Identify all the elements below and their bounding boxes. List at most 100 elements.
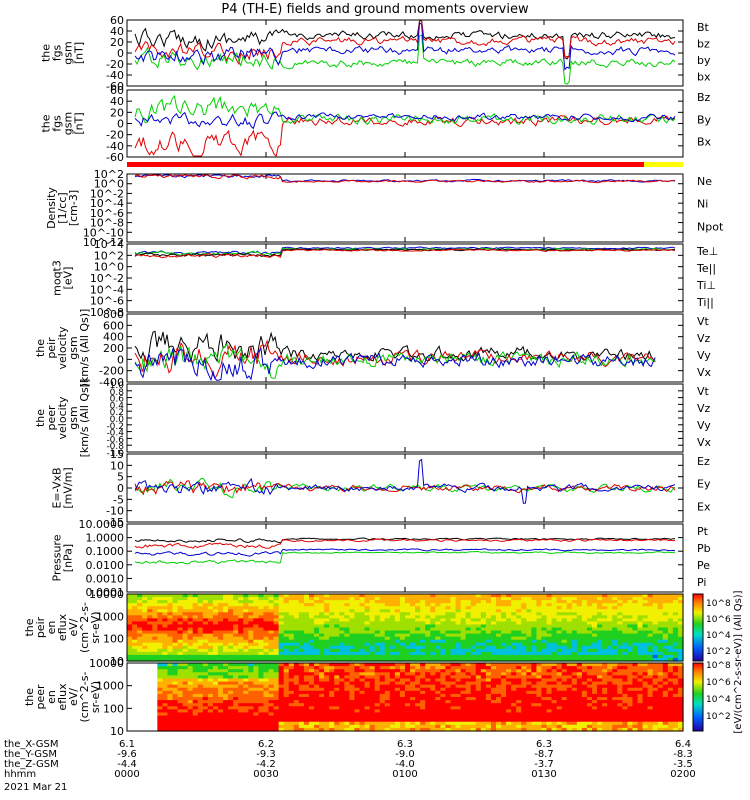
- spectrogram-cell: [152, 630, 158, 635]
- spectrogram-cell: [546, 700, 553, 704]
- spectrogram-cell: [293, 669, 300, 673]
- spectrogram-cell: [460, 724, 467, 729]
- spectrogram-cell: [157, 600, 163, 604]
- spectrogram-cell: [460, 693, 467, 698]
- spectrogram-cell: [460, 594, 467, 598]
- spectrogram-cell: [566, 684, 573, 689]
- spectrogram-cell: [607, 651, 613, 656]
- spectrogram-cell: [531, 654, 538, 659]
- spectrogram-cell: [268, 651, 275, 656]
- spectrogram-cell: [516, 600, 522, 604]
- spectrogram-cell: [657, 633, 664, 638]
- spectrogram-cell: [617, 675, 623, 680]
- spectrogram-cell: [460, 609, 467, 613]
- spectrogram-cell: [576, 636, 583, 641]
- spectrogram-cell: [253, 700, 260, 704]
- spectrogram-cell: [455, 639, 462, 644]
- spectrogram-cell: [339, 681, 345, 686]
- spectrogram-cell: [369, 703, 376, 707]
- spectrogram-cell: [415, 603, 421, 607]
- spectrogram-cell: [495, 666, 502, 670]
- spectrogram-cell: [157, 648, 163, 653]
- spectrogram-cell: [405, 657, 411, 662]
- spectrogram-cell: [435, 624, 441, 629]
- spectrogram-cell: [465, 657, 472, 662]
- spectrogram-cell: [243, 612, 249, 616]
- spectrogram-cell: [430, 597, 436, 601]
- spectrogram-cell: [172, 687, 179, 692]
- legend-ey: Ey: [697, 478, 711, 491]
- spectrogram-cell: [561, 636, 568, 641]
- spectrogram-cell: [394, 600, 401, 604]
- spectrogram-cell: [172, 724, 179, 729]
- spectrogram-cell: [263, 621, 270, 626]
- spectrogram-cell: [248, 657, 254, 662]
- spectrogram-cell: [177, 669, 184, 673]
- spectrogram-cell: [546, 636, 553, 641]
- spectrogram-cell: [485, 700, 492, 704]
- spectrogram-cell: [455, 727, 462, 732]
- spectrogram-cell: [334, 663, 340, 667]
- spectrogram-cell: [561, 721, 568, 726]
- spectrogram-cell: [586, 663, 593, 667]
- spectrogram-cell: [324, 624, 330, 629]
- spectrogram-cell: [576, 645, 583, 650]
- spectrogram-cell: [677, 636, 684, 641]
- spectrogram-cell: [480, 609, 487, 613]
- spectrogram-cell: [379, 630, 386, 635]
- spectrogram-cell: [359, 600, 366, 604]
- spectrogram-cell: [480, 594, 487, 598]
- spectrogram-cell: [202, 624, 209, 629]
- spectrogram-cell: [132, 606, 138, 610]
- spectrogram-cell: [364, 594, 371, 598]
- y-tick-label: -1.0: [106, 449, 124, 459]
- spectrogram-cell: [308, 594, 315, 598]
- spectrogram-cell: [546, 678, 553, 683]
- spectrogram-cell: [127, 594, 133, 598]
- spectrogram-cell: [637, 609, 644, 613]
- spectrogram-cell: [283, 672, 290, 676]
- spectrogram-cell: [622, 642, 628, 647]
- spectrogram-cell: [485, 715, 492, 720]
- y-tick-label: 10^-4: [90, 197, 124, 210]
- spectrogram-cell: [667, 654, 674, 659]
- spectrogram-cell: [364, 618, 371, 623]
- spectrogram-cell: [485, 594, 492, 598]
- spectrogram-cell: [415, 633, 421, 638]
- spectrogram-cell: [298, 615, 305, 619]
- spectrogram-cell: [480, 618, 487, 623]
- y-tick-label: -400: [99, 376, 124, 389]
- spectrogram-cell: [303, 712, 310, 717]
- spectrogram-cell: [612, 654, 618, 659]
- spectrogram-cell: [652, 624, 659, 629]
- spectrogram-cell: [334, 615, 340, 619]
- spectrogram-cell: [228, 648, 234, 653]
- spectrogram-cell: [531, 597, 538, 601]
- spectrogram-cell: [531, 612, 538, 616]
- spectrogram-cell: [344, 615, 350, 619]
- spectrogram-cell: [228, 669, 234, 673]
- spectrogram-cell: [258, 612, 265, 616]
- spectrogram-cell: [506, 621, 512, 626]
- spectrogram-cell: [223, 627, 229, 632]
- spectrogram-cell: [506, 627, 512, 632]
- spectrogram-cell: [268, 633, 275, 638]
- spectrogram-cell: [157, 703, 163, 707]
- spectrogram-cell: [566, 597, 573, 601]
- spectrogram-cell: [172, 681, 179, 686]
- spectrogram-cell: [233, 684, 239, 689]
- spectrogram-cell: [389, 675, 396, 680]
- spectrogram-cell: [480, 663, 487, 667]
- spectrogram-cell: [465, 651, 472, 656]
- spectrogram-cell: [187, 594, 194, 598]
- spectrogram-cell: [536, 615, 543, 619]
- spectrogram-cell: [319, 600, 325, 604]
- spectrogram-cell: [248, 672, 254, 676]
- spectrogram-cell: [602, 606, 608, 610]
- spectrogram-cell: [627, 600, 634, 604]
- spectrogram-cell: [228, 703, 234, 707]
- spectrogram-cell: [339, 693, 345, 698]
- spectrogram-cell: [389, 684, 396, 689]
- spectrogram-cell: [334, 724, 340, 729]
- spectrogram-cell: [561, 727, 568, 732]
